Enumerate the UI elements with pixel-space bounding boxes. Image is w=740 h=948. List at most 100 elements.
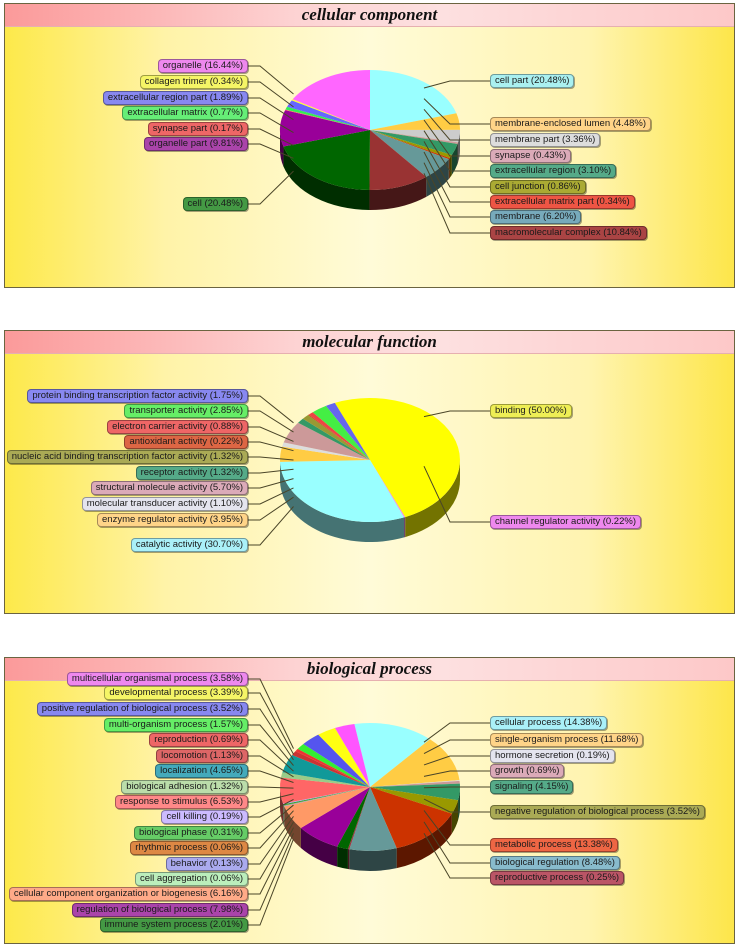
pie-slice	[282, 442, 370, 460]
slice-label: enzyme regulator activity (3.95%)	[97, 513, 248, 527]
leader-line	[248, 81, 294, 108]
leader-line	[248, 770, 294, 783]
slice-label: protein binding transcription factor act…	[27, 389, 248, 403]
pie-slice	[285, 106, 370, 130]
pie-slice	[308, 414, 370, 460]
leader-line	[423, 810, 490, 846]
pie-slice	[295, 748, 370, 787]
leader-line	[248, 827, 294, 895]
panel-title: cellular component	[5, 4, 734, 27]
slice-label: localization (4.65%)	[155, 764, 248, 778]
leader-line	[423, 109, 490, 141]
leader-line	[423, 832, 490, 879]
slice-label: channel regulator activity (0.22%)	[490, 515, 641, 529]
pie-slice	[308, 412, 370, 460]
slice-label: cell junction (0.86%)	[490, 180, 586, 194]
leader-line	[248, 143, 294, 159]
slice-label: membrane part (3.36%)	[490, 133, 601, 147]
pie-slice	[370, 70, 457, 130]
slice-label: structural molecule activity (5.70%)	[90, 481, 248, 495]
slice-label: biological regulation (8.48%)	[490, 856, 620, 870]
slice-label: cellular process (14.38%)	[490, 716, 608, 730]
leader-line	[248, 833, 294, 911]
slice-label: extracellular matrix part (0.34%)	[490, 195, 635, 209]
leader-line	[248, 395, 294, 424]
leader-line	[248, 97, 294, 121]
slice-label: cellular component organization or bioge…	[8, 887, 248, 901]
slice-label: membrane-enclosed lumen (4.48%)	[490, 117, 652, 131]
panel-title: molecular function	[5, 331, 734, 354]
leader-line	[423, 162, 490, 218]
leader-line	[423, 141, 490, 188]
pie-slice	[370, 787, 459, 814]
pie-slice	[302, 415, 370, 460]
slice-label: collagen trimer (0.34%)	[139, 75, 248, 89]
slice-label: cell aggregation (0.06%)	[135, 872, 248, 886]
slice-label: response to stimulus (6.53%)	[114, 795, 248, 809]
pie-slice	[283, 787, 370, 807]
slice-label: extracellular region (3.10%)	[490, 164, 617, 178]
slice-label: catalytic activity (30.70%)	[130, 538, 248, 552]
pie-slice	[280, 446, 370, 462]
pie-slice	[283, 787, 370, 806]
leader-line	[248, 112, 294, 134]
leader-line	[248, 478, 294, 489]
pie-side	[280, 787, 460, 872]
pie-slice	[297, 743, 370, 787]
pie-slice	[370, 460, 406, 518]
slice-label: multi-organism process (1.57%)	[103, 718, 248, 732]
slice-label: immune system process (2.01%)	[99, 918, 248, 932]
pie-side	[280, 130, 460, 211]
leader-line	[248, 410, 294, 433]
leader-line	[248, 678, 294, 749]
leader-line	[248, 821, 294, 880]
leader-line	[423, 722, 490, 743]
pie-slice	[370, 739, 460, 787]
slice-label: reproduction (0.69%)	[149, 733, 248, 747]
leader-line	[248, 65, 294, 95]
leader-line	[248, 724, 294, 766]
slice-label: locomotion (1.13%)	[156, 749, 248, 763]
pie-slice	[280, 460, 405, 522]
pie-slice	[370, 780, 460, 787]
leader-line	[423, 410, 490, 418]
pie-slice	[334, 723, 370, 787]
pie-slice	[347, 787, 370, 850]
slice-label: extracellular region part (1.89%)	[102, 91, 248, 105]
leader-line	[423, 130, 490, 172]
leader-line	[248, 838, 294, 926]
leader-line	[248, 441, 294, 452]
leader-line	[248, 506, 294, 546]
pie-slice	[370, 130, 452, 158]
leader-line	[423, 739, 490, 755]
pie-slice	[300, 787, 370, 847]
leader-line	[423, 80, 490, 89]
slice-label: molecular transducer activity (1.10%)	[81, 497, 248, 511]
pie-slice	[291, 99, 370, 130]
slice-label: transporter activity (2.85%)	[124, 404, 248, 418]
leader-line	[248, 816, 294, 865]
slice-label: signaling (4.15%)	[490, 780, 574, 794]
slice-label: positive regulation of biological proces…	[36, 702, 248, 716]
pie-cellular-component	[280, 70, 460, 190]
pie-slice	[337, 787, 370, 850]
slice-label: nucleic acid binding transcription facto…	[6, 450, 248, 464]
slice-label: synapse part (0.17%)	[147, 122, 248, 136]
slice-label: receptor activity (1.32%)	[135, 466, 248, 480]
slice-label: synapse (0.43%)	[490, 149, 572, 163]
leader-line	[423, 98, 490, 125]
pie-slice	[303, 734, 370, 787]
pie-slice	[370, 780, 460, 787]
leader-line	[248, 487, 294, 505]
leader-line	[423, 755, 490, 766]
leader-line	[248, 739, 294, 772]
leader-line	[423, 821, 490, 864]
slice-label: multicellular organismal process (3.58%)	[66, 672, 248, 686]
leader-line	[248, 804, 294, 834]
pie-biological-process	[280, 723, 460, 852]
pie-slice	[370, 130, 449, 177]
slice-label: extracellular matrix (0.77%)	[122, 106, 248, 120]
leader-line	[423, 151, 490, 203]
pie-slice	[283, 422, 370, 460]
leader-line	[248, 798, 294, 818]
